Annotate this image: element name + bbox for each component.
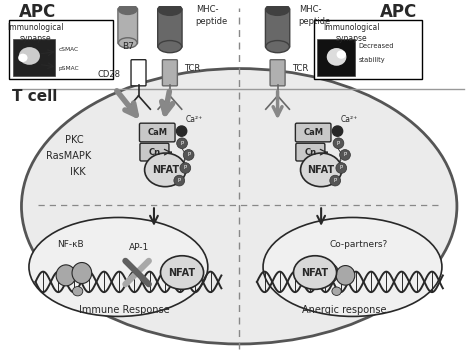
Text: NFAT: NFAT xyxy=(168,268,196,278)
FancyBboxPatch shape xyxy=(163,60,177,86)
Text: NFAT: NFAT xyxy=(301,268,328,278)
FancyBboxPatch shape xyxy=(139,123,175,142)
Text: P: P xyxy=(178,178,181,183)
Text: Ca²⁺: Ca²⁺ xyxy=(185,115,202,124)
Text: stability: stability xyxy=(359,57,385,62)
Text: NFAT: NFAT xyxy=(308,165,335,175)
Text: T cell: T cell xyxy=(12,89,57,104)
FancyBboxPatch shape xyxy=(265,8,290,48)
Ellipse shape xyxy=(145,153,186,187)
Text: Decreased: Decreased xyxy=(359,43,394,49)
Ellipse shape xyxy=(336,266,355,285)
Text: Immune Response: Immune Response xyxy=(79,305,170,315)
Circle shape xyxy=(176,126,187,136)
Text: AP-1: AP-1 xyxy=(129,243,150,252)
Text: CaM: CaM xyxy=(147,128,167,137)
Circle shape xyxy=(183,149,194,160)
FancyBboxPatch shape xyxy=(118,8,137,44)
Text: peptide: peptide xyxy=(299,17,331,26)
Text: APC: APC xyxy=(19,3,56,21)
Text: TCR: TCR xyxy=(292,64,308,73)
Ellipse shape xyxy=(158,40,182,53)
Text: P: P xyxy=(334,178,337,183)
Ellipse shape xyxy=(332,287,341,295)
Text: NF-κB: NF-κB xyxy=(57,240,84,249)
Circle shape xyxy=(332,126,343,136)
Ellipse shape xyxy=(301,153,342,187)
Ellipse shape xyxy=(320,263,338,283)
Ellipse shape xyxy=(337,51,346,59)
Text: CaM: CaM xyxy=(303,128,323,137)
Text: APC: APC xyxy=(380,3,417,21)
Text: MHC-: MHC- xyxy=(196,5,218,14)
FancyBboxPatch shape xyxy=(158,8,182,48)
Text: peptide: peptide xyxy=(196,17,228,26)
Text: Cn: Cn xyxy=(148,148,161,157)
Ellipse shape xyxy=(161,256,204,290)
Text: Immunological
synapse: Immunological synapse xyxy=(323,23,380,43)
Text: B7: B7 xyxy=(122,42,134,51)
Ellipse shape xyxy=(263,217,442,317)
Text: P: P xyxy=(340,165,343,170)
FancyBboxPatch shape xyxy=(318,39,355,76)
FancyBboxPatch shape xyxy=(13,39,55,76)
FancyBboxPatch shape xyxy=(270,60,285,86)
Circle shape xyxy=(330,175,340,186)
Circle shape xyxy=(336,162,346,173)
Circle shape xyxy=(180,162,191,173)
Text: P: P xyxy=(184,165,187,170)
Ellipse shape xyxy=(266,3,290,16)
Ellipse shape xyxy=(19,47,40,65)
FancyBboxPatch shape xyxy=(131,60,146,86)
Text: Cn: Cn xyxy=(304,148,317,157)
Ellipse shape xyxy=(56,265,76,286)
Text: PKC: PKC xyxy=(65,135,84,145)
Text: IKK: IKK xyxy=(70,166,85,177)
Circle shape xyxy=(177,138,187,149)
FancyBboxPatch shape xyxy=(295,123,331,142)
Circle shape xyxy=(174,175,185,186)
Ellipse shape xyxy=(266,40,290,53)
Text: P: P xyxy=(181,141,183,146)
FancyBboxPatch shape xyxy=(314,19,422,79)
Text: Immunological
synapse: Immunological synapse xyxy=(7,23,64,43)
Circle shape xyxy=(340,149,350,160)
Text: RasMAPK: RasMAPK xyxy=(46,151,91,161)
Text: Ca²⁺: Ca²⁺ xyxy=(341,115,358,124)
FancyBboxPatch shape xyxy=(140,143,169,161)
Text: CD28: CD28 xyxy=(98,70,121,79)
FancyBboxPatch shape xyxy=(296,143,325,161)
Ellipse shape xyxy=(327,48,346,66)
Ellipse shape xyxy=(29,217,208,317)
Ellipse shape xyxy=(73,287,83,296)
Text: Anergic response: Anergic response xyxy=(302,305,387,315)
Ellipse shape xyxy=(118,4,137,14)
Text: pSMAC: pSMAC xyxy=(59,66,80,71)
Text: Co-partners?: Co-partners? xyxy=(329,240,388,249)
Text: P: P xyxy=(337,141,340,146)
Ellipse shape xyxy=(21,69,457,344)
Text: MHC-: MHC- xyxy=(299,5,321,14)
Ellipse shape xyxy=(72,262,91,283)
Ellipse shape xyxy=(293,256,337,290)
Text: P: P xyxy=(344,152,346,157)
FancyBboxPatch shape xyxy=(9,19,113,79)
Text: cSMAC: cSMAC xyxy=(59,47,79,52)
Text: TCR: TCR xyxy=(184,64,201,73)
Ellipse shape xyxy=(158,3,182,16)
Text: P: P xyxy=(187,152,190,157)
Ellipse shape xyxy=(118,38,137,48)
Text: NFAT: NFAT xyxy=(152,165,179,175)
Ellipse shape xyxy=(18,54,27,62)
Circle shape xyxy=(333,138,344,149)
